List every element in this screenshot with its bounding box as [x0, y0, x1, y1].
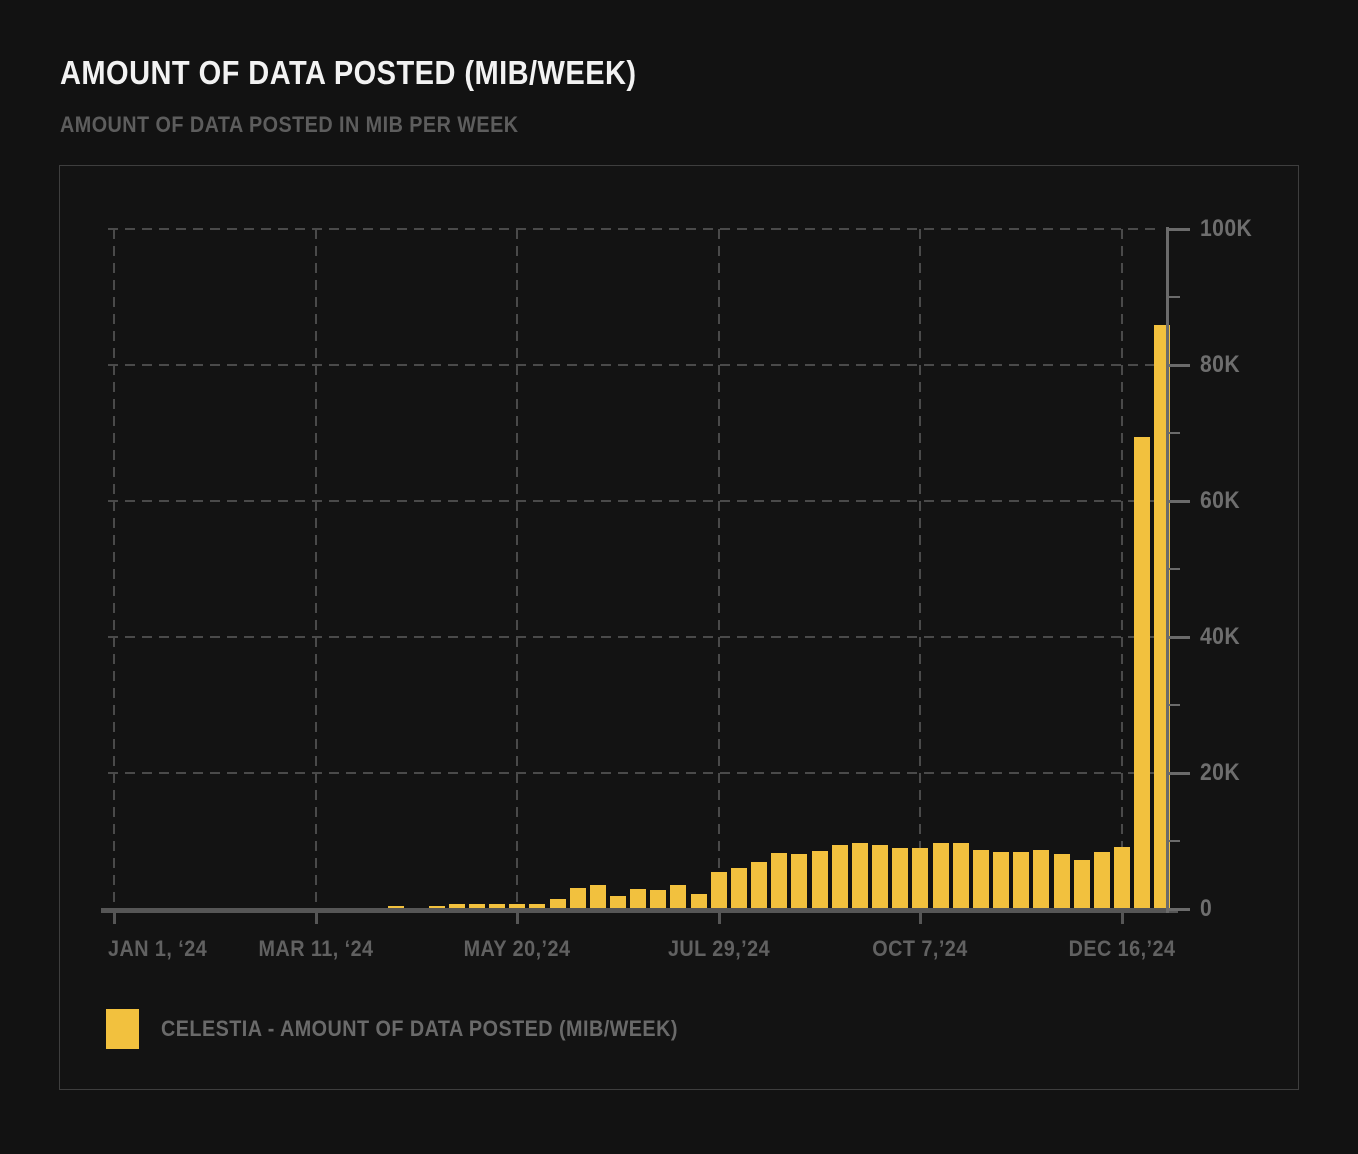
bar[interactable] — [569, 887, 586, 908]
y-major-tick — [1166, 908, 1190, 911]
y-major-tick — [1166, 636, 1190, 639]
x-tick-label: MAY 20,’24 — [463, 936, 571, 961]
x-tick-label: JAN 1, ‘24 — [108, 936, 208, 961]
h-gridline — [108, 500, 1161, 502]
x-axis-tick — [919, 913, 923, 924]
bar[interactable] — [489, 904, 506, 908]
x-axis-line — [101, 908, 1178, 913]
bar[interactable] — [912, 847, 929, 908]
y-tick-label: 20K — [1200, 759, 1241, 786]
bar[interactable] — [549, 899, 566, 908]
v-gridline — [113, 229, 115, 908]
y-major-tick — [1166, 500, 1190, 503]
y-minor-tick — [1166, 568, 1180, 570]
y-tick-label: 40K — [1200, 623, 1241, 650]
x-axis-tick — [717, 913, 721, 924]
bar[interactable] — [1033, 849, 1050, 908]
bar[interactable] — [610, 895, 626, 908]
v-gridline — [919, 229, 922, 908]
x-axis-tick — [314, 913, 318, 924]
y-major-tick — [1166, 772, 1190, 775]
bar[interactable] — [670, 884, 687, 908]
h-gridline — [108, 636, 1161, 638]
bar[interactable] — [468, 904, 485, 908]
v-gridline — [717, 229, 720, 908]
bar[interactable] — [388, 906, 405, 908]
y-major-tick — [1166, 364, 1190, 367]
bar[interactable] — [448, 904, 465, 908]
bar[interactable] — [730, 867, 747, 908]
bar[interactable] — [811, 850, 828, 908]
bar[interactable] — [751, 861, 768, 908]
y-tick-label: 60K — [1200, 487, 1241, 514]
bar[interactable] — [1114, 846, 1130, 908]
page-title: AMOUNT OF DATA POSTED (MIB/WEEK) — [60, 54, 637, 91]
bar[interactable] — [831, 845, 848, 908]
y-minor-tick — [1166, 840, 1180, 842]
bar[interactable] — [791, 854, 808, 908]
page-subtitle: AMOUNT OF DATA POSTED IN MIB PER WEEK — [60, 112, 519, 137]
bar[interactable] — [1093, 851, 1110, 908]
bar[interactable] — [1053, 854, 1070, 908]
y-tick-label: 100K — [1200, 215, 1253, 242]
h-gridline — [108, 772, 1161, 774]
legend-item-celestia[interactable]: CELESTIA - AMOUNT OF DATA POSTED (MIB/WE… — [106, 1009, 735, 1049]
bar[interactable] — [993, 851, 1010, 908]
bar[interactable] — [771, 852, 788, 908]
x-tick-label: OCT 7,’24 — [872, 936, 969, 961]
h-gridline — [108, 228, 1161, 230]
bar[interactable] — [589, 884, 606, 908]
y-axis-line — [1166, 227, 1169, 913]
x-tick-label: MAR 11, ‘24 — [258, 936, 374, 961]
y-tick-label: 0 — [1200, 895, 1213, 922]
bar[interactable] — [630, 889, 647, 908]
chart-card: JAN 1, ‘24 MAR 11, ‘24 MAY 20,’24 JUL 29,’2… — [59, 165, 1299, 1090]
y-major-tick — [1166, 228, 1190, 231]
x-tick-label: DEC 16,’24 — [1068, 936, 1176, 961]
bar[interactable] — [892, 847, 909, 908]
bar[interactable] — [952, 842, 969, 908]
v-gridline — [1121, 229, 1123, 908]
bar[interactable] — [509, 903, 526, 908]
bar[interactable] — [851, 842, 868, 908]
bar[interactable] — [690, 893, 707, 908]
y-minor-tick — [1166, 704, 1180, 706]
legend-color-swatch — [106, 1009, 139, 1049]
y-minor-tick — [1166, 432, 1180, 434]
bar[interactable] — [710, 872, 727, 908]
y-minor-tick — [1166, 296, 1180, 298]
h-gridline — [108, 364, 1161, 366]
y-tick-label: 80K — [1200, 351, 1241, 378]
bar[interactable] — [972, 849, 989, 908]
bar[interactable] — [1013, 851, 1030, 908]
bar[interactable] — [1134, 436, 1151, 908]
bar[interactable] — [529, 904, 546, 908]
x-tick-label: JUL 29,’24 — [667, 936, 770, 961]
v-gridline — [516, 229, 519, 908]
x-axis-tick — [516, 913, 520, 924]
plot-area: JAN 1, ‘24 MAR 11, ‘24 MAY 20,’24 JUL 29,’2… — [101, 216, 1261, 989]
x-axis-tick — [113, 913, 116, 924]
x-axis-tick — [1121, 913, 1124, 924]
bar[interactable] — [932, 843, 949, 908]
v-gridline — [314, 229, 317, 908]
bar[interactable] — [872, 844, 889, 908]
legend-label: CELESTIA - AMOUNT OF DATA POSTED (MIB/WE… — [161, 1016, 678, 1041]
bar[interactable] — [650, 889, 667, 908]
bar[interactable] — [1073, 859, 1090, 908]
bar[interactable] — [428, 906, 445, 908]
